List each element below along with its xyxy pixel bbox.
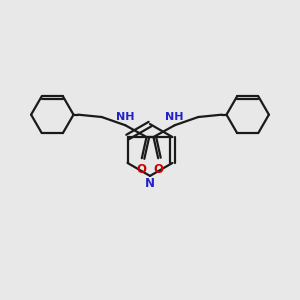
Text: O: O xyxy=(153,163,163,176)
Text: N: N xyxy=(145,176,155,190)
Text: O: O xyxy=(137,163,147,176)
Text: NH: NH xyxy=(165,112,184,122)
Text: NH: NH xyxy=(116,112,135,122)
